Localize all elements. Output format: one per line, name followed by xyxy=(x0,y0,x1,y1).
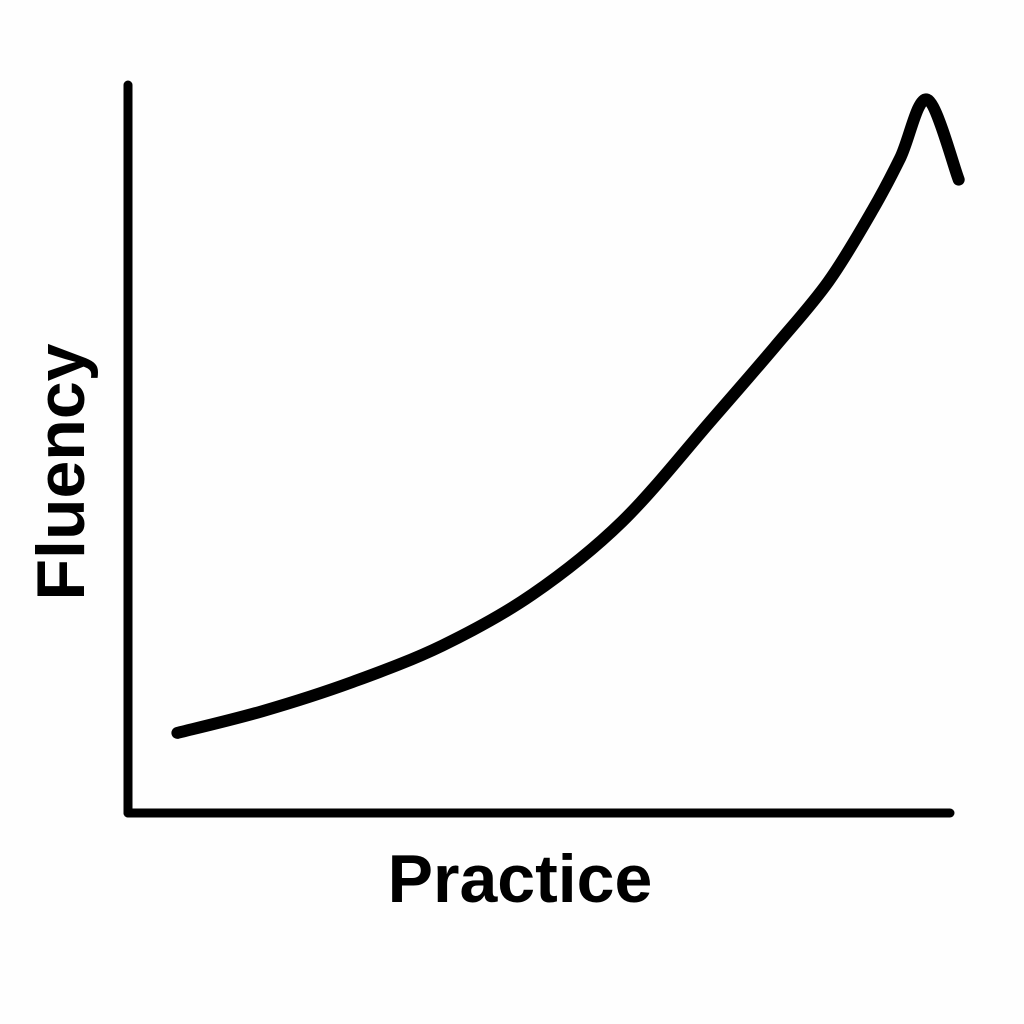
x-axis-label: Practice xyxy=(388,841,653,917)
y-axis-label: Fluency xyxy=(23,343,99,600)
series-line xyxy=(171,93,965,739)
